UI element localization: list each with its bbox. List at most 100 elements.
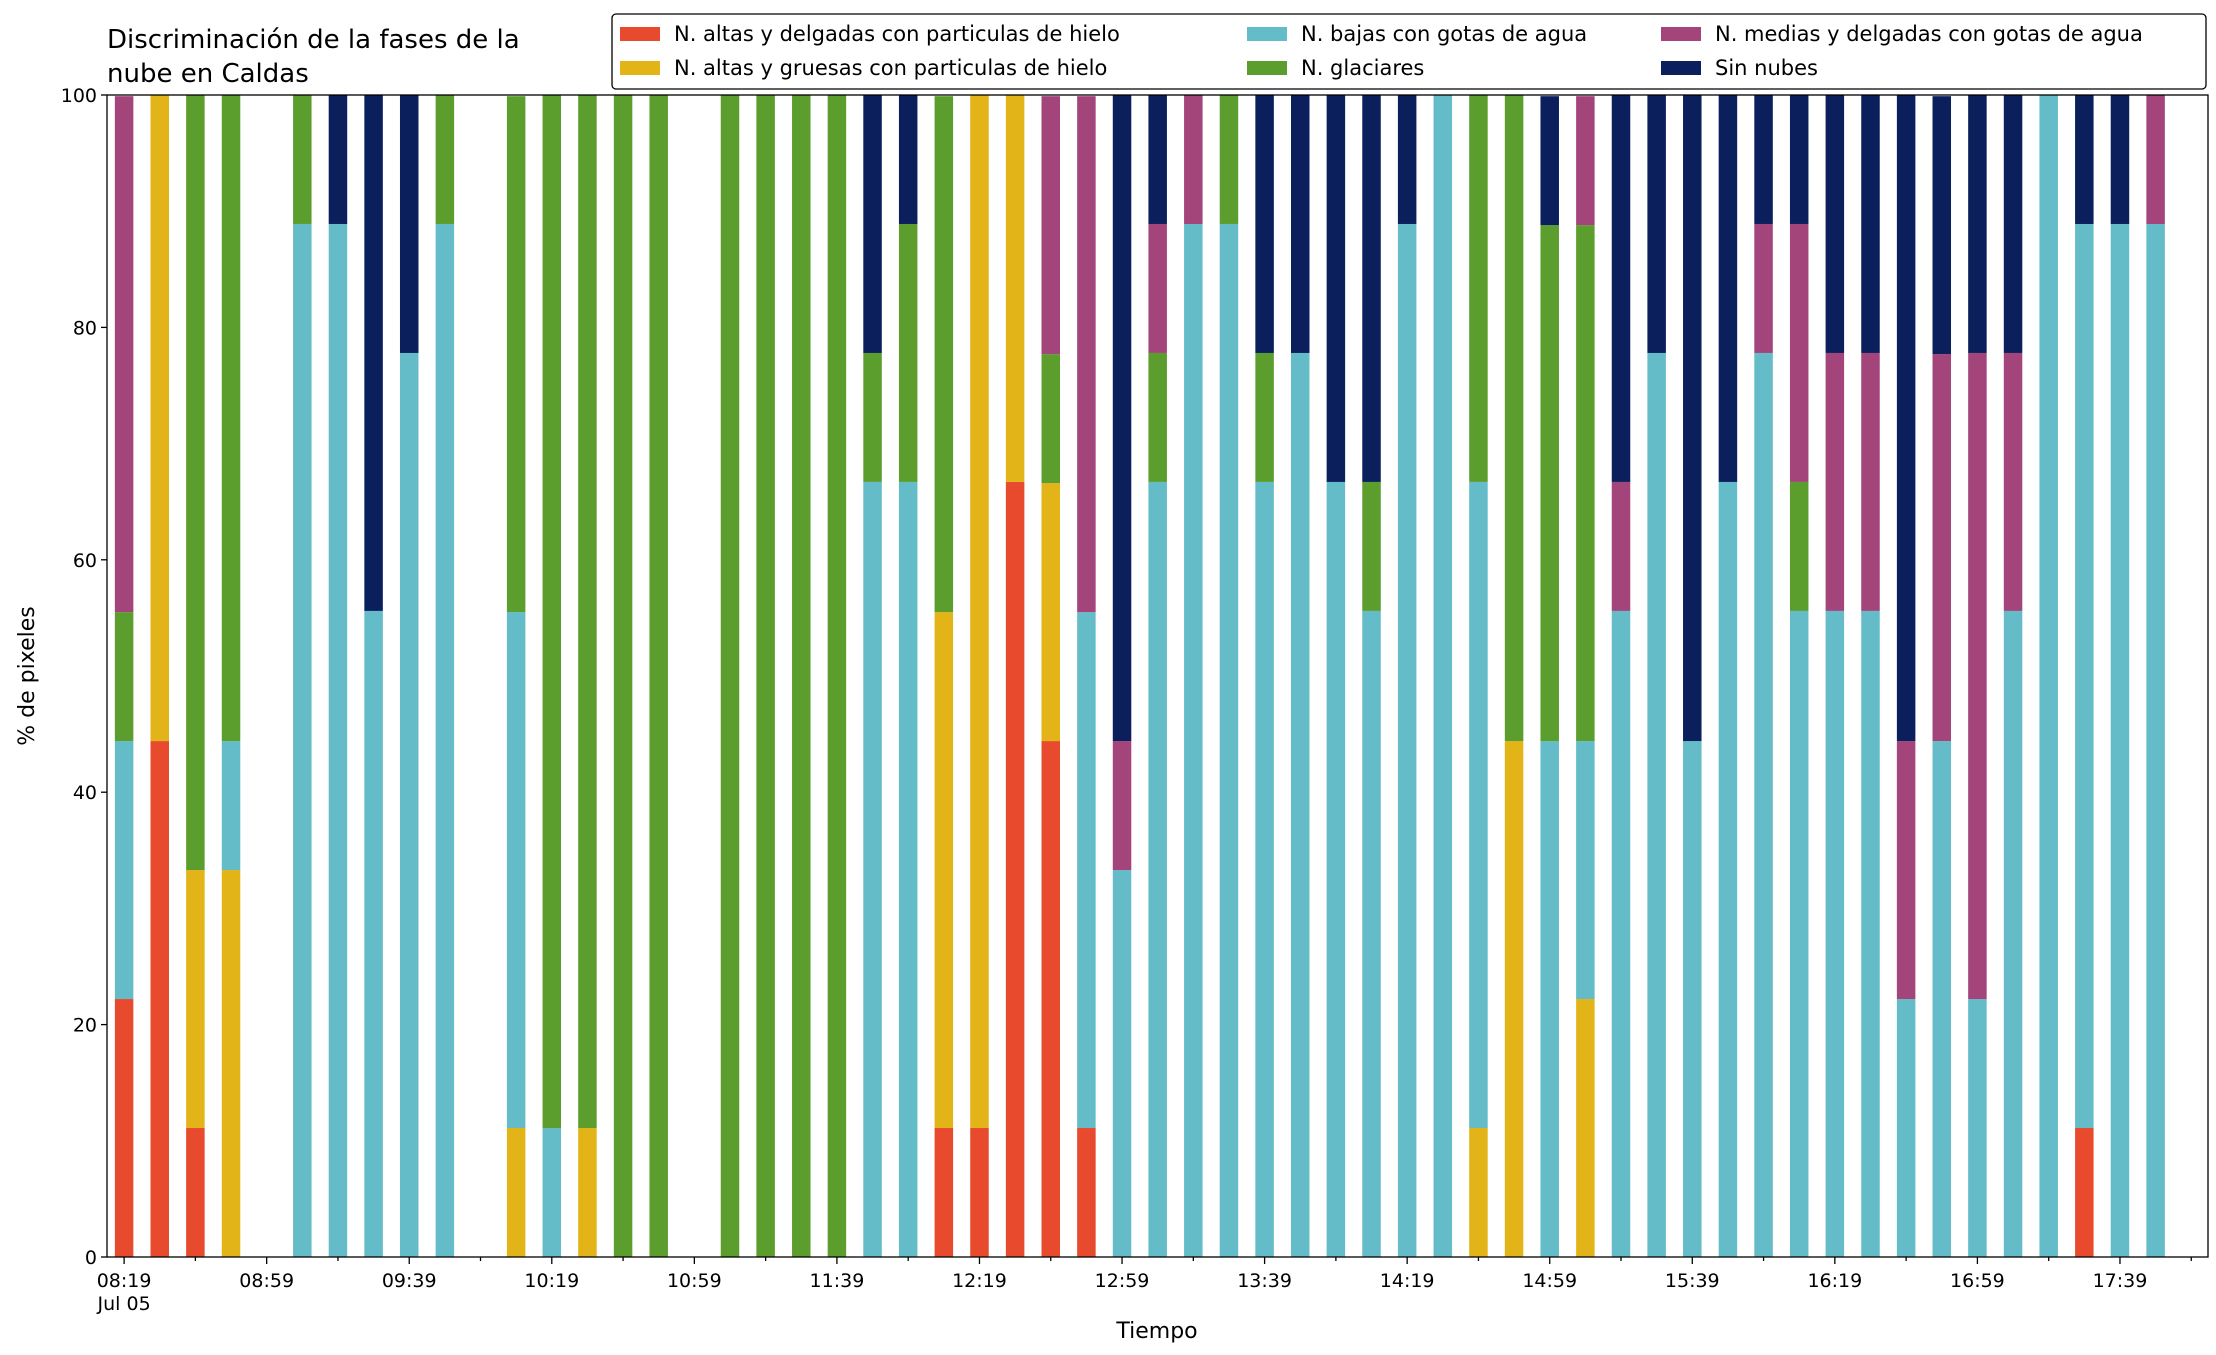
bar-segment: [2003, 610, 2023, 1257]
bar-segment: [1077, 1128, 1096, 1257]
bar-segment: [1362, 95, 1381, 482]
bar-segment: [1041, 96, 1061, 355]
y-axis-label: % de pixeles: [15, 606, 40, 745]
bar-segment: [1540, 225, 1559, 742]
bar-segment: [2075, 223, 2094, 1129]
x-tick-label: 10:19: [524, 1270, 579, 1292]
bar-segment: [1718, 95, 1738, 482]
legend-swatch: [1661, 27, 1701, 41]
bar-segment: [613, 95, 633, 1257]
bar-segment: [898, 223, 918, 482]
bar-segment: [1968, 999, 1987, 1257]
bar-segment: [1397, 95, 1417, 224]
legend-box: [611, 13, 2207, 90]
bar-segment: [1469, 1128, 1488, 1257]
x-tick-label: 17:39: [2093, 1270, 2148, 1292]
legend-swatch: [1661, 61, 1701, 75]
bar-segment: [221, 95, 241, 742]
bar-segment: [1219, 95, 1239, 224]
y-tick-label: 0: [85, 1247, 97, 1269]
bar-segment: [1112, 741, 1132, 871]
bar-segment: [898, 95, 918, 224]
bar-segment: [1397, 223, 1417, 1258]
bar-segment: [1576, 96, 1595, 226]
bar-segment: [1683, 741, 1702, 1257]
bar-segment: [1148, 481, 1167, 1257]
bar-segment: [2146, 95, 2165, 224]
bar-segment: [863, 352, 882, 482]
bar-segment: [542, 1128, 562, 1257]
bar-segment: [1005, 95, 1025, 482]
bar-segment: [1861, 352, 1880, 611]
bar-segment: [542, 95, 562, 1129]
x-tick-label: 16:19: [1807, 1270, 1862, 1292]
bar-segment: [1611, 481, 1631, 611]
x-tick-label: 14:59: [1522, 1270, 1577, 1292]
bar-segment: [435, 223, 455, 1258]
x-tick-label: 16:59: [1950, 1270, 2005, 1292]
bar-segment: [1540, 741, 1559, 1257]
bar-segment: [934, 612, 954, 1129]
bar-segment: [934, 1128, 954, 1257]
x-tick-label: 11:39: [810, 1270, 865, 1292]
bar-segment: [1896, 741, 1916, 1000]
legend-label: N. medias y delgadas con gotas de agua: [1715, 22, 2143, 46]
bar-segment: [293, 95, 312, 224]
bar-segment: [1112, 870, 1132, 1257]
bar-segment: [1861, 95, 1880, 353]
bar-segment: [1825, 95, 1845, 353]
bar-segment: [328, 223, 348, 1258]
legend-label: N. bajas con gotas de agua: [1301, 22, 1587, 46]
legend-swatch: [1247, 27, 1287, 41]
bar-segment: [1754, 223, 1773, 353]
x-tick-label: 10:59: [667, 1270, 722, 1292]
bar-segment: [970, 95, 989, 1129]
bar-segment: [506, 96, 526, 613]
bar-segment: [186, 1128, 205, 1257]
bar-segment: [1932, 96, 1952, 355]
bar-segment: [1469, 95, 1488, 482]
bar-segment: [1184, 223, 1203, 1258]
bar-segment: [399, 95, 419, 353]
bar-segment: [1932, 354, 1952, 742]
bar-segment: [1683, 95, 1702, 742]
bar-segment: [1255, 352, 1274, 482]
bar-segment: [1504, 95, 1524, 742]
x-axis-label: Tiempo: [1115, 1319, 1197, 1344]
bar-segment: [827, 95, 847, 1257]
x-tick-label: 08:59: [239, 1270, 294, 1292]
bar-segment: [435, 95, 455, 224]
bar-segment: [1362, 610, 1381, 1257]
bar-segment: [2075, 1128, 2094, 1257]
bar-segment: [1576, 225, 1595, 742]
bar-segment: [114, 999, 134, 1257]
bar-segment: [1576, 999, 1595, 1257]
bar-segment: [2146, 223, 2165, 1258]
x-tick-label: 12:19: [952, 1270, 1007, 1292]
bar-segment: [1290, 352, 1310, 1257]
legend-label: Sin nubes: [1715, 56, 1818, 80]
bar-segment: [1789, 95, 1809, 224]
y-tick-label: 20: [73, 1015, 97, 1037]
bar-segment: [2003, 352, 2023, 611]
bar-segment: [1148, 352, 1167, 482]
bar-segment: [1362, 481, 1381, 611]
bar-segment: [1433, 95, 1453, 1257]
bar-segment: [2110, 95, 2130, 224]
bar-segment: [221, 870, 241, 1257]
bar-segment: [1504, 741, 1524, 1257]
bar-segment: [399, 352, 419, 1257]
plot-frame: [106, 94, 2209, 1258]
bar-segment: [578, 1128, 597, 1257]
bar-segment: [898, 481, 918, 1257]
bar-segment: [1647, 95, 1666, 353]
legend-label: N. altas y delgadas con particulas de hi…: [674, 22, 1120, 46]
y-tick-label: 100: [61, 85, 97, 107]
bar-segment: [1789, 223, 1809, 482]
x-tick-label: 15:39: [1665, 1270, 1720, 1292]
bar-segment: [186, 95, 205, 871]
bar-segment: [1112, 95, 1132, 742]
legend-label: N. altas y gruesas con particulas de hie…: [674, 56, 1107, 80]
bar-segment: [1184, 95, 1203, 224]
bar-segment: [114, 741, 134, 1000]
